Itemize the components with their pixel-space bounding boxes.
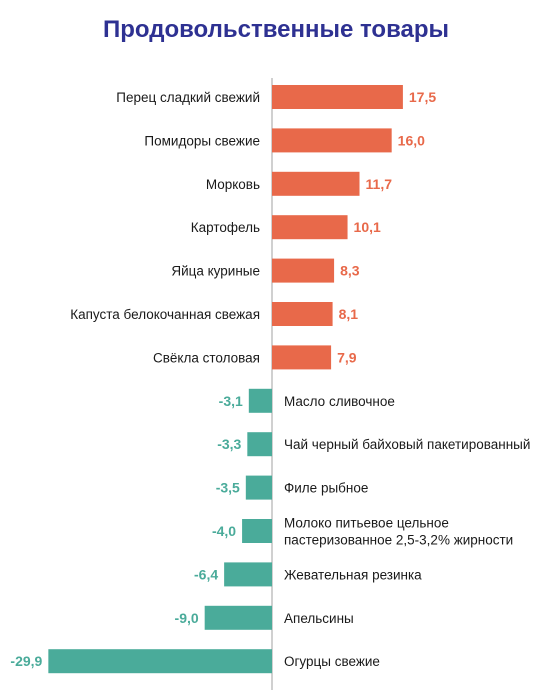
category-label-line: Помидоры свежие (144, 133, 260, 148)
category-label-6: Свёкла столовая (153, 350, 260, 365)
chart-title: Продовольственные товары (102, 16, 450, 43)
value-label-3: 10,1 (354, 219, 381, 235)
value-label-1: 16,0 (398, 132, 425, 148)
category-label-line: Апельсины (284, 611, 354, 626)
value-label-12: -9,0 (175, 610, 199, 626)
bar-2 (272, 171, 360, 196)
category-label-4: Яйца куриные (171, 264, 260, 279)
value-label-8: -3,3 (217, 436, 241, 452)
bar-10 (242, 519, 272, 543)
bar-1 (272, 128, 392, 153)
bar-0 (272, 85, 403, 109)
category-label-11: Жевательная резинка (284, 567, 422, 582)
category-label-7: Масло сливочное (284, 394, 395, 409)
bar-11 (224, 562, 272, 587)
value-label-0: 17,5 (409, 89, 436, 105)
category-label-10: Молоко питьевое цельное пастеризованное 2… (284, 516, 513, 548)
category-label-line: Филе рыбное (284, 481, 368, 496)
category-label-line: Морковь (206, 177, 260, 192)
category-label-8: Чай черный байховый пакетированный (284, 437, 530, 452)
bar-8 (247, 432, 272, 457)
value-label-9: -3,5 (216, 480, 240, 496)
bar-3 (272, 215, 348, 240)
value-label-4: 8,3 (340, 263, 360, 279)
category-label-13: Огурцы свежие (284, 654, 380, 669)
value-label-10: -4,0 (212, 523, 236, 539)
category-label-line: Масло сливочное (284, 394, 395, 409)
category-label-line: Перец сладкий свежий (116, 90, 260, 105)
category-label-2: Морковь (206, 177, 260, 192)
value-label-7: -3,1 (219, 393, 243, 409)
bar-13 (48, 649, 273, 674)
category-label-line: пастеризованное 2,5-3,2% жирности (284, 533, 513, 548)
category-label-0: Перец сладкий свежий (116, 90, 260, 105)
category-label-line: Свёкла столовая (153, 350, 260, 365)
category-label-3: Картофель (191, 220, 260, 235)
category-label-line: Молоко питьевое цельное (284, 516, 449, 531)
category-label-1: Помидоры свежие (144, 133, 260, 148)
category-label-line: Огурцы свежие (284, 654, 380, 669)
category-label-line: Яйца куриные (171, 264, 260, 279)
bar-6 (272, 345, 332, 370)
category-label-9: Филе рыбное (284, 481, 368, 496)
category-label-line: Жевательная резинка (284, 567, 422, 582)
value-label-6: 7,9 (337, 349, 357, 365)
bar-12 (204, 605, 272, 630)
bar-5 (272, 302, 333, 326)
category-label-5: Капуста белокочанная свежая (70, 307, 260, 322)
bar-7 (248, 388, 272, 413)
category-label-line: Чай черный байховый пакетированный (284, 437, 530, 452)
value-label-11: -6,4 (194, 566, 218, 582)
value-label-5: 8,1 (339, 306, 359, 322)
bar-4 (272, 258, 335, 283)
category-label-line: Капуста белокочанная свежая (70, 307, 260, 322)
value-label-13: -29,9 (10, 653, 42, 669)
category-label-line: Картофель (191, 220, 260, 235)
category-label-12: Апельсины (284, 611, 354, 626)
bar-9 (245, 475, 272, 500)
value-label-2: 11,7 (366, 176, 393, 192)
